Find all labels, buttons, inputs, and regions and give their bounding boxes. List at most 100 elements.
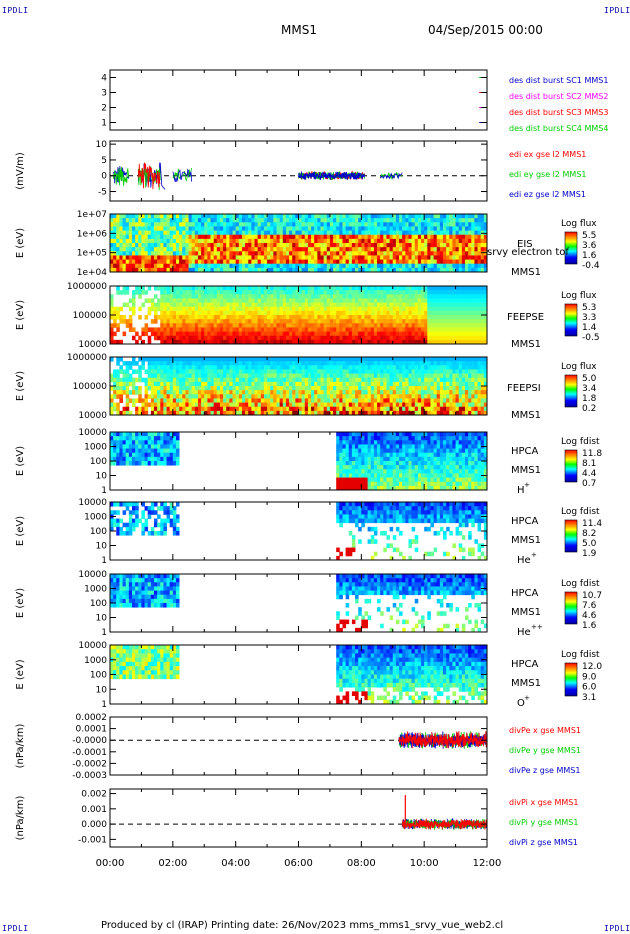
heatmap-cell (465, 238, 469, 244)
heatmap-cell (179, 398, 183, 403)
heatmap-cell (370, 286, 375, 291)
heatmap-cell (414, 302, 419, 308)
heatmap-cell (351, 361, 356, 366)
heatmap-cell (386, 315, 391, 320)
heatmap-cell (144, 315, 149, 320)
heatmap-cell (430, 377, 434, 383)
heatmap-cell (226, 259, 230, 265)
heatmap-cell (377, 406, 381, 412)
heatmap-cell (157, 357, 161, 362)
heatmap-cell (125, 218, 130, 223)
heatmap-cell (336, 302, 340, 308)
heatmap-cell (219, 255, 224, 260)
heatmap-cell (282, 406, 287, 412)
heatmap-cell (436, 294, 441, 299)
heatmap-cell (116, 230, 120, 236)
heatmap-cell (260, 357, 265, 362)
heatmap-cell (405, 381, 409, 387)
heatmap-cell (477, 259, 482, 265)
heatmap-cell (289, 290, 293, 295)
heatmap-cell (282, 310, 287, 316)
heatmap-cell (452, 398, 456, 403)
heatmap-cell (336, 222, 340, 227)
heatmap-cell (380, 323, 384, 328)
heatmap-cell (298, 267, 303, 273)
heatmap-cell (110, 310, 114, 316)
heatmap-cell (348, 243, 353, 248)
heatmap-cell (172, 323, 177, 328)
heatmap-cell (175, 259, 180, 265)
heatmap-cell (135, 369, 139, 374)
heatmap-cell (254, 290, 259, 295)
heatmap-cell (160, 394, 164, 399)
heatmap-cell (153, 222, 158, 227)
heatmap-cell (141, 255, 145, 260)
heatmap-cell (191, 339, 196, 345)
heatmap-cell (298, 369, 303, 374)
heatmap-cell (216, 373, 221, 379)
heatmap-cell (427, 381, 431, 387)
heatmap-cell (336, 398, 340, 403)
heatmap-cell (282, 290, 287, 295)
heatmap-cell (377, 263, 381, 269)
heatmap-cell (455, 394, 460, 399)
heatmap-cell (119, 234, 123, 240)
heatmap-cell (417, 267, 422, 273)
heatmap-cell (298, 398, 303, 403)
heatmap-cell (395, 234, 400, 240)
heatmap-cell (226, 302, 230, 308)
heatmap-cell (273, 286, 277, 291)
heatmap-cell (424, 238, 428, 244)
heatmap-cell (383, 294, 387, 299)
heatmap-cell (254, 369, 259, 374)
heatmap-cell (235, 377, 240, 383)
heatmap-cell (304, 286, 309, 291)
heatmap-cell (110, 315, 114, 320)
heatmap-cell (251, 402, 255, 408)
heatmap-cell (430, 298, 434, 303)
heatmap-cell (248, 290, 252, 295)
heatmap-cell (323, 327, 328, 332)
heatmap-cell (232, 290, 237, 295)
heatmap-cell (279, 286, 284, 291)
heatmap-cell (458, 218, 463, 223)
heatmap-cell (458, 214, 463, 219)
heatmap-cell (147, 381, 152, 387)
heatmap-cell (355, 357, 359, 362)
heatmap-cell (351, 247, 356, 252)
heatmap-cell (235, 315, 240, 320)
heatmap-cell (182, 335, 186, 341)
heatmap-cell (424, 369, 428, 374)
heatmap-cell (465, 251, 469, 256)
heatmap-cell (461, 230, 466, 236)
heatmap-cell (138, 398, 142, 403)
heatmap-cell (298, 323, 303, 328)
heatmap-cell (157, 386, 161, 391)
heatmap-cell (421, 381, 425, 387)
heatmap-cell (191, 298, 196, 303)
heatmap-cell (367, 381, 372, 387)
heatmap-cell (153, 230, 158, 236)
heatmap-cell (260, 339, 265, 345)
heatmap-cell (307, 398, 312, 403)
heatmap-cell (270, 294, 274, 299)
heatmap-cell (436, 377, 441, 383)
heatmap-cell (270, 234, 274, 240)
heatmap-cell (185, 255, 189, 260)
heatmap-cell (188, 319, 193, 324)
heatmap-cell (185, 243, 189, 248)
heatmap-cell (289, 294, 293, 299)
heatmap-cell (150, 247, 155, 252)
heatmap-cell (364, 218, 369, 223)
heatmap-cell (392, 369, 397, 374)
heatmap-cell (213, 331, 218, 337)
heatmap-cell (311, 373, 315, 379)
heatmap-cell (213, 357, 218, 362)
heatmap-cell (414, 327, 419, 332)
heatmap-cell (427, 310, 431, 316)
heatmap-cell (348, 377, 353, 383)
heatmap-cell (446, 319, 450, 324)
heatmap-cell (411, 290, 416, 295)
heatmap-cell (223, 298, 227, 303)
heatmap-cell (282, 373, 287, 379)
